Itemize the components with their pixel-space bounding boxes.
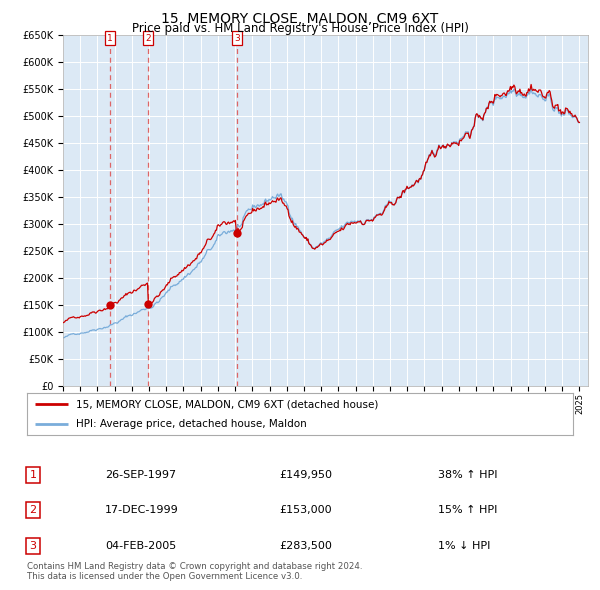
Text: 1: 1 [29,470,37,480]
Text: 04-FEB-2005: 04-FEB-2005 [105,541,176,550]
Text: 3: 3 [29,541,37,550]
Text: £149,950: £149,950 [279,470,332,480]
Text: £283,500: £283,500 [279,541,332,550]
Text: 2: 2 [146,34,151,42]
Text: Price paid vs. HM Land Registry's House Price Index (HPI): Price paid vs. HM Land Registry's House … [131,22,469,35]
Text: Contains HM Land Registry data © Crown copyright and database right 2024.
This d: Contains HM Land Registry data © Crown c… [27,562,362,581]
Text: 15% ↑ HPI: 15% ↑ HPI [438,506,497,515]
Text: 26-SEP-1997: 26-SEP-1997 [105,470,176,480]
Text: 15, MEMORY CLOSE, MALDON, CM9 6XT (detached house): 15, MEMORY CLOSE, MALDON, CM9 6XT (detac… [76,399,379,409]
Text: 2: 2 [29,506,37,515]
Text: 1: 1 [107,34,113,42]
Text: 17-DEC-1999: 17-DEC-1999 [105,506,179,515]
Text: 38% ↑ HPI: 38% ↑ HPI [438,470,497,480]
Text: HPI: Average price, detached house, Maldon: HPI: Average price, detached house, Mald… [76,419,307,429]
Text: 1% ↓ HPI: 1% ↓ HPI [438,541,490,550]
Text: 3: 3 [234,34,239,42]
Text: 15, MEMORY CLOSE, MALDON, CM9 6XT: 15, MEMORY CLOSE, MALDON, CM9 6XT [161,12,439,26]
Text: £153,000: £153,000 [279,506,332,515]
